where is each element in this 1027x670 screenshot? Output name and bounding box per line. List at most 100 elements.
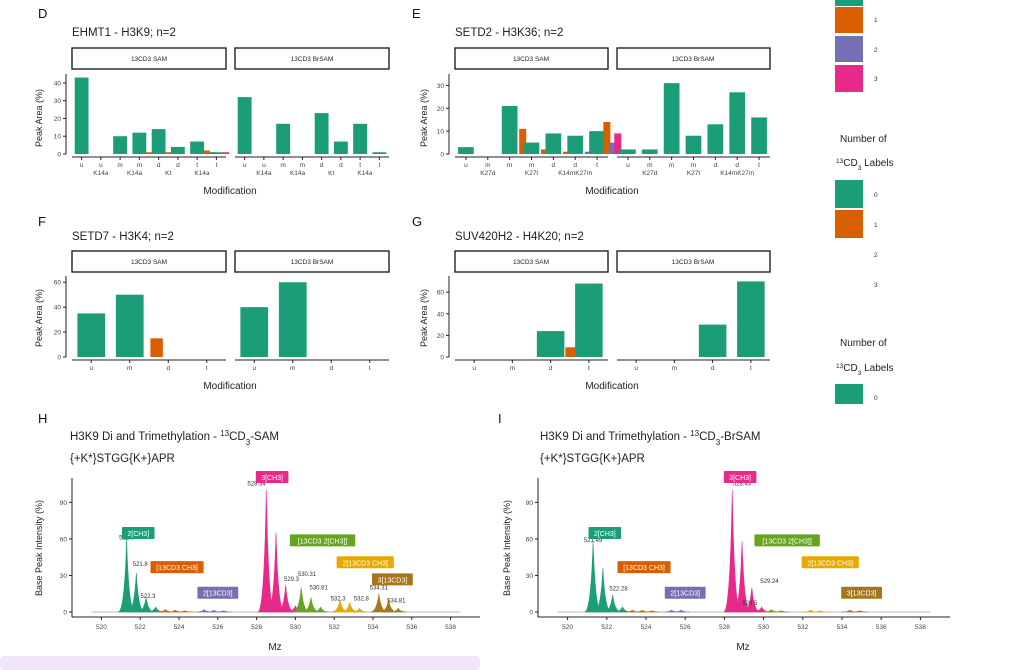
x-tick-label: d — [176, 162, 180, 169]
spectrum-peak — [117, 538, 136, 613]
x-tick-sublabel: K14a — [256, 170, 272, 177]
bar — [567, 135, 584, 154]
panel-title-G: SUV420H2 - H4K20; n=2 — [455, 231, 584, 243]
annotation-tag-box — [150, 561, 204, 574]
spectrum-peak — [772, 610, 790, 613]
x-tick-label: m — [137, 162, 142, 169]
x-tick-label: u — [80, 162, 84, 169]
panel-letter-G: G — [412, 214, 422, 229]
x-tick-label: u — [626, 162, 630, 169]
x-tick-label: 528 — [251, 624, 262, 631]
x-tick-label: 534 — [837, 624, 848, 631]
annotation-tag-label: 3[13CD3] — [847, 591, 877, 598]
x-tick-label: d — [714, 162, 718, 169]
peak-mz-label: 529.5 — [742, 601, 758, 607]
y-tick-label: 40 — [54, 80, 62, 87]
peak-mz-label: 534.81 — [387, 599, 406, 605]
bar — [501, 106, 518, 154]
annotation-tag-box — [372, 573, 413, 586]
facet-strip-E-right — [616, 47, 771, 70]
spectrum-peak — [584, 541, 602, 613]
bar — [353, 123, 368, 154]
y-tick-label: 90 — [526, 500, 534, 507]
bar — [170, 146, 185, 154]
annotation-tag-box — [289, 534, 356, 547]
x-tick-label: d — [552, 162, 556, 169]
x-tick-label: d — [329, 365, 333, 372]
legend-swatch-n0 — [835, 180, 863, 208]
panel-title-E: SETD2 - H3K36; n=2 — [455, 27, 563, 39]
annotation-tag-label: 3[CH3] — [729, 475, 751, 482]
x-tick-label: d — [573, 162, 577, 169]
plot-area-I: 0 30 60 90 520 522 524 526 528 530 532 534 536 538 521… — [526, 471, 950, 631]
x-tick-label: 524 — [174, 624, 185, 631]
peak-mz-label: 529.24 — [760, 579, 779, 585]
plot-area-F: 0 20 40 60 u m d t u m d t — [54, 276, 389, 372]
x-tick-sublabel: K27t — [525, 170, 539, 177]
y-tick-label: 40 — [54, 305, 62, 312]
x-tick-label: u — [89, 365, 93, 372]
x-tick-label: m — [280, 162, 285, 169]
x-tick-label: 538 — [445, 624, 456, 631]
x-tick-label: d — [711, 365, 715, 372]
x-tick-label: m — [647, 162, 652, 169]
x-tick-label: 530 — [290, 624, 301, 631]
y-axis-label-F: Peak Area (%) — [34, 289, 44, 347]
legend-bottom: Number of 13CD3 Labels 0 — [835, 338, 894, 404]
x-tick-label: 534 — [368, 624, 379, 631]
x-tick-label: t — [596, 162, 598, 169]
x-tick-label: d — [166, 365, 170, 372]
y-tick-label: 30 — [54, 98, 62, 105]
x-tick-sublabel: K14a — [290, 170, 306, 177]
y-tick-label: 60 — [437, 290, 445, 297]
bar — [314, 113, 329, 154]
y-tick-label: 60 — [54, 280, 62, 287]
x-tick-label: d — [157, 162, 161, 169]
x-tick-sublabel: Kt — [328, 170, 334, 177]
y-tick-label: 10 — [437, 129, 445, 136]
panel-F: F SETD7 - H3K4; n=2 13CD3 SAM 13CD3 BrSA… — [34, 214, 390, 392]
bar — [190, 141, 205, 154]
panel-title-I: H3K9 Di and Trimethylation - 13CD3-BrSAM — [540, 429, 760, 447]
legend-label: 1 — [874, 17, 878, 24]
panel-letter-E: E — [412, 6, 421, 21]
legend-label: 0 — [874, 395, 878, 402]
facet-strip-G-right — [616, 250, 771, 273]
bar — [77, 313, 106, 357]
bar — [145, 152, 153, 154]
facet-label-G-left: 13CD3 SAM — [513, 259, 549, 266]
peak-mz-label: 530.31 — [298, 572, 317, 578]
bar — [589, 131, 605, 154]
annotation-tag-box — [617, 561, 671, 574]
bar — [115, 294, 144, 357]
peak-mz-label: 521.8 — [133, 562, 149, 568]
annotation-tag-label: 2[13CD3] — [670, 591, 700, 598]
legend-title-line1: Number of — [840, 134, 887, 145]
annotation-tag-box — [197, 586, 239, 599]
peak-mz-label: 534.31 — [370, 585, 389, 591]
bar — [222, 152, 230, 154]
spectrum-peak — [643, 610, 661, 613]
panel-G: G SUV420H2 - H4K20; n=2 13CD3 SAM 13CD3 … — [412, 214, 771, 392]
x-tick-label: d — [549, 365, 553, 372]
bottom-highlight-bar — [0, 656, 480, 670]
x-tick-label: m — [485, 162, 490, 169]
x-tick-label: m — [510, 365, 515, 372]
x-tick-label: 530 — [758, 624, 769, 631]
x-tick-label: t — [588, 365, 590, 372]
bar — [372, 152, 387, 154]
spectrum-peak — [176, 610, 194, 613]
figure: D EHMT1 - H3K9; n=2 13CD3 SAM 13CD3 BrSA… — [34, 0, 950, 653]
facet-label-F-right: 13CD3 BrSAM — [291, 259, 334, 266]
x-tick-label: u — [464, 162, 468, 169]
annotation-tag-label: 2[CH3] — [127, 531, 149, 538]
x-tick-label: 536 — [876, 624, 887, 631]
panel-subtitle-H: {+K*}STGG{K+}APR — [70, 453, 175, 465]
bar — [150, 338, 163, 357]
bar — [641, 149, 658, 154]
y-tick-label: 0 — [57, 355, 61, 362]
peak-mz-label: 530.81 — [310, 585, 329, 591]
annotation-tag-label: 2[13CD3 CH3] — [342, 560, 388, 567]
annotation-tag-box — [664, 586, 706, 599]
x-tick-label: 522 — [601, 624, 612, 631]
